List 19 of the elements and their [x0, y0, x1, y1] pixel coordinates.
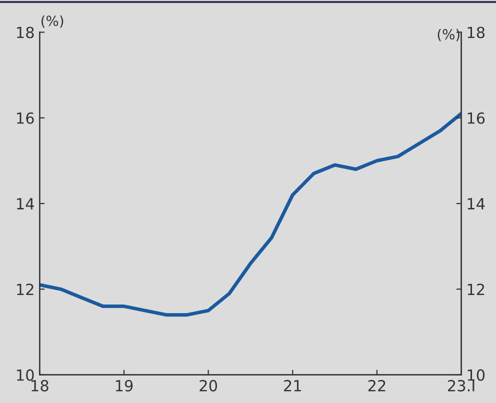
x-tick-label: 18	[32, 380, 48, 392]
x-tick-label: 21	[284, 380, 301, 392]
y-axis-title: (%)	[42, 15, 64, 28]
y2-tick-label: 16	[468, 112, 485, 124]
y-tick-label: 16	[17, 112, 34, 124]
y-tick-label: 10	[17, 369, 34, 381]
y2-tick-label: 10	[468, 369, 485, 381]
x-tick-label: 19	[116, 380, 133, 392]
x-tick-label: 22	[368, 380, 386, 392]
x-tick-label: 20	[200, 380, 218, 392]
y2-tick-label: 12	[468, 284, 484, 295]
y2-axis-title: (%)	[438, 28, 460, 42]
y2-tick-label: 14	[468, 198, 485, 210]
y-tick-label: 18	[17, 26, 34, 38]
y-tick-label: 14	[17, 198, 34, 210]
x-tick-label: 23.I	[448, 380, 474, 392]
line-series	[40, 112, 462, 317]
y-tick-label: 12	[17, 284, 34, 295]
y2-tick-label: 18	[468, 26, 485, 38]
